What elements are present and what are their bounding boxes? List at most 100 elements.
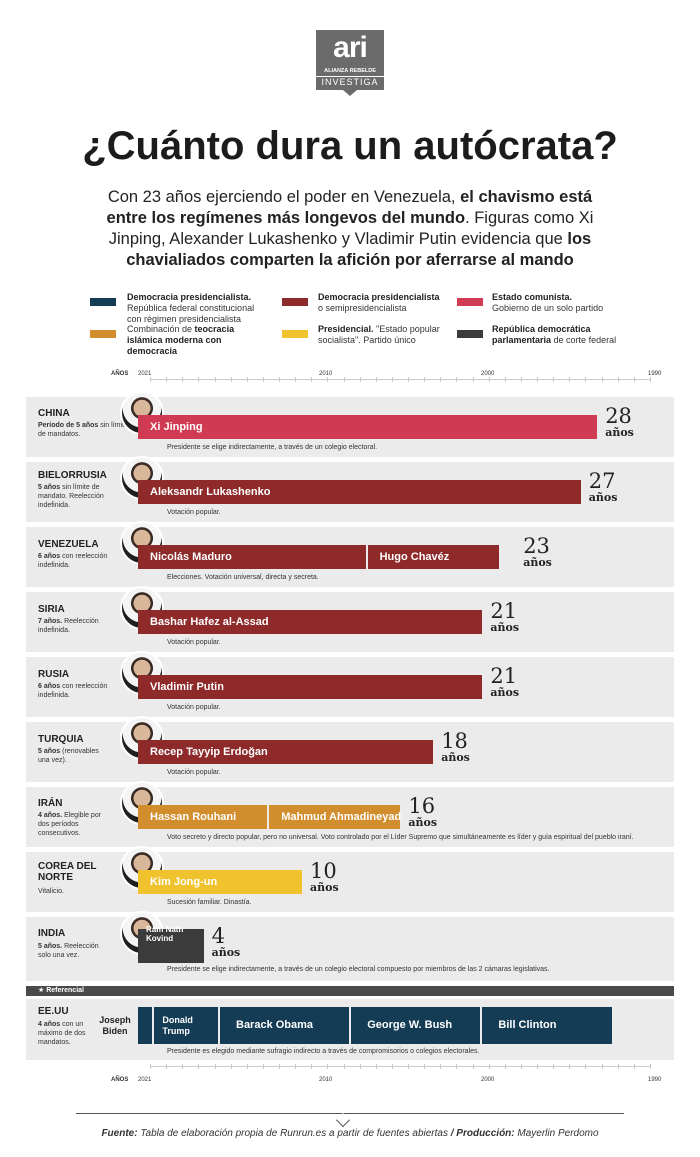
axis-tick-2021: 2021 — [138, 1077, 152, 1083]
row-india: INDIA 5 años. Reelección solo una vez. R… — [26, 911, 674, 981]
logo-subtitle: ALIANZA REBELDE — [324, 68, 376, 74]
axis-tick-mark — [537, 377, 539, 382]
axis-tick-mark — [569, 1064, 571, 1069]
term-rest: Reelección solo una vez. — [38, 943, 99, 959]
axis-tick-mark — [440, 377, 442, 382]
years-value: 21 — [490, 664, 518, 688]
bar-segment: Xi Jinping — [138, 415, 598, 439]
bottom-axis: AÑOS 2021 2010 2000 1990 — [0, 1064, 700, 1083]
axis-tick-mark — [456, 1064, 458, 1069]
row-note: Presidente se elige indirectamente, a tr… — [167, 444, 378, 451]
axis-tick-2000: 2000 — [481, 1077, 495, 1083]
axis-tick-mark — [182, 1064, 184, 1069]
legend-swatch-crimson — [457, 298, 483, 306]
axis-tick-mark — [617, 1064, 619, 1069]
axis-tick-mark — [327, 377, 329, 382]
term-bold: 7 años. — [38, 618, 63, 625]
footer-source: Tabla de elaboración propia de Runrun.es… — [137, 1128, 448, 1139]
years-unit: años — [211, 946, 241, 959]
axis-tick-mark — [601, 1064, 603, 1069]
term-rest: Elegible por dos períodos consecutivos. — [38, 812, 102, 837]
country-name: EE.UU — [38, 1006, 69, 1017]
years-unit: años — [408, 816, 438, 829]
axis-tick-2021: 2021 — [138, 371, 152, 377]
row-rusia: RUSIA 6 años con reelección indefinida. … — [26, 651, 674, 717]
country-name: SIRIA — [38, 604, 65, 615]
term-rest: sin límite de mandatos. — [38, 422, 128, 438]
row-eeuu: EE.UU 4 años con un máximo de dos mandat… — [26, 999, 674, 1060]
row-note: Votación popular. — [167, 769, 221, 776]
axis-tick-mark — [375, 377, 377, 382]
footer-production: Mayerlin Perdomo — [514, 1128, 599, 1139]
legend-bold: República democrática parlamentaria — [492, 324, 591, 345]
axis-tick-mark — [456, 377, 458, 382]
reference-label: ★ Referencial — [38, 987, 84, 994]
legend-swatch-dark — [457, 330, 483, 338]
term-bold: 5 años. — [38, 943, 63, 950]
axis-tick-mark — [424, 377, 426, 382]
axis-tick-mark — [585, 1064, 587, 1069]
legend-swatch-ochre — [90, 330, 116, 338]
reference-bar-segment: Bill Clinton — [482, 1007, 612, 1044]
term-text: 6 años con reelección indefinida. — [38, 682, 118, 700]
footer-source-label: Fuente: — [101, 1128, 138, 1139]
reference-bar-label: Donald Trump — [162, 1015, 193, 1036]
axis-tick-2010: 2010 — [319, 371, 333, 377]
axis-tick-mark — [537, 1064, 539, 1069]
legend-swatch-maroon — [282, 298, 308, 306]
legend-item-maroon: Democracia presidencialista o semipreside… — [318, 292, 443, 314]
legend-swatch-yellow — [282, 330, 308, 338]
bar-segment: Nicolás Maduro — [138, 545, 366, 569]
axis-line — [150, 1066, 650, 1067]
legend-item-dark: República democrática parlamentaria de c… — [492, 324, 632, 346]
legend-bold: Democracia presidencialista. — [127, 292, 252, 302]
row-note: Votación popular. — [167, 509, 221, 516]
term-text: Período de 5 años sin límite de mandatos… — [38, 421, 128, 439]
axis-tick-2000: 2000 — [481, 371, 495, 377]
bar-segment: Ram Nath Kovind — [138, 925, 204, 963]
country-name: INDIA — [38, 928, 66, 939]
term-bold: 5 años — [38, 748, 61, 755]
country-name: BIELORRUSIA — [38, 470, 107, 481]
axis-tick-mark — [504, 1064, 506, 1069]
term-rest: Vitalicio. — [38, 888, 64, 895]
axis-tick-mark — [424, 1064, 426, 1069]
axis-tick-mark — [408, 377, 410, 382]
bar-segment: Hassan Rouhani — [138, 805, 268, 829]
axis-tick-mark — [472, 1064, 474, 1069]
axis-tick-mark — [408, 1064, 410, 1069]
bar-label: Mahmud Ahmadineyad — [281, 811, 402, 823]
axis-tick-mark — [198, 377, 200, 382]
bar-label: Vladimir Putin — [150, 681, 224, 693]
axis-tick-mark — [311, 377, 313, 382]
reference-bar-segment: George W. Bush — [351, 1007, 481, 1044]
years-value: 16 — [408, 794, 436, 818]
reference-bar-label: Bill Clinton — [498, 1019, 557, 1031]
legend-bold: teocracia islámica moderna con democraci… — [127, 324, 235, 356]
footer-notch — [335, 1113, 351, 1128]
years-value: 21 — [490, 599, 518, 623]
footer-production-label: / Producción: — [447, 1128, 515, 1139]
axis-tick-mark — [214, 377, 216, 382]
row-venezuela: VENEZUELA 6 años con reelección indefini… — [26, 521, 674, 587]
intro-part-2: el chavismo está entre los regímenes más… — [106, 188, 593, 227]
years-unit: años — [490, 621, 520, 634]
row-note: Presidente es elegido mediante sufragio … — [167, 1048, 480, 1055]
years-value: 18 — [441, 729, 468, 753]
axis-tick-mark — [553, 1064, 555, 1069]
term-rest: Reelección indefinida. — [38, 618, 99, 634]
bar-label: Recep Tayyip Erdoğan — [150, 746, 268, 758]
bar-segment: Kim Jong-un — [138, 870, 302, 894]
years-value: 28 — [605, 404, 632, 428]
axis-tick-mark — [279, 377, 281, 382]
axis-tick-mark — [391, 377, 393, 382]
axis-tick-mark — [166, 1064, 168, 1069]
axis-tick-mark — [375, 1064, 377, 1069]
term-rest: (renovables una vez). — [38, 748, 99, 764]
term-text: Vitalicio. — [38, 887, 118, 896]
axis-tick-mark — [440, 1064, 442, 1069]
years-unit: años — [588, 491, 618, 504]
axis-tick-mark — [650, 377, 651, 382]
axis-tick-mark — [601, 377, 603, 382]
term-rest: con un máximo de dos mandatos. — [38, 1021, 86, 1046]
